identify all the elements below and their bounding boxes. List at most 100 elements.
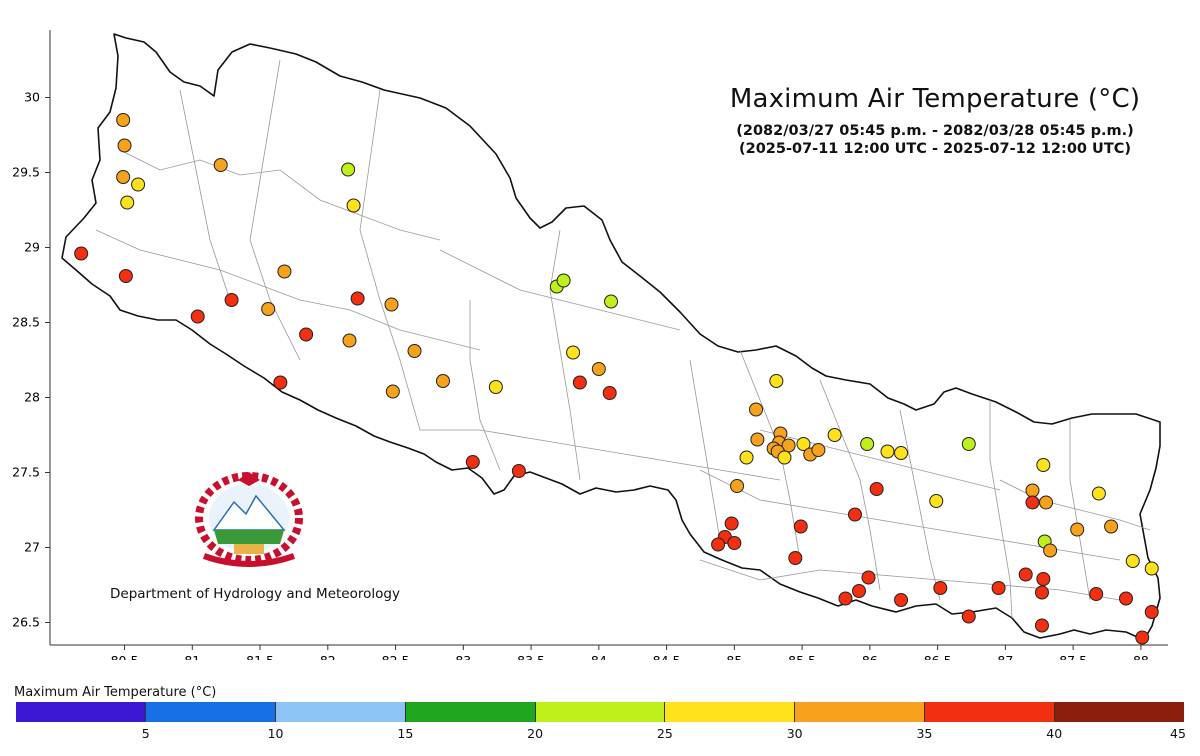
station-point — [838, 591, 853, 606]
y-tick-label: 27 — [24, 540, 40, 555]
station-point — [777, 450, 792, 465]
legend-swatch — [16, 702, 146, 722]
station-point — [1025, 483, 1040, 498]
station-point — [827, 428, 842, 442]
x-tick-label: 84.5 — [653, 653, 681, 660]
station-point — [852, 584, 867, 598]
station-point — [190, 309, 205, 324]
legend-title: Maximum Air Temperature (°C) — [14, 685, 217, 700]
legend-color-bar — [16, 702, 1185, 722]
x-tick-label: 85.5 — [788, 653, 816, 660]
station-point — [1043, 543, 1058, 558]
station-point — [811, 443, 826, 457]
axes — [49, 30, 1168, 646]
station-point — [407, 344, 422, 358]
x-tick-label: 81.5 — [246, 653, 274, 660]
station-point — [727, 536, 742, 550]
x-tick-label: 80.5 — [111, 653, 139, 660]
station-point — [1118, 591, 1133, 606]
legend-tick-label: 10 — [267, 726, 284, 741]
title-block: Maximum Air Temperature (°C) (2082/03/27… — [700, 84, 1170, 158]
station-point — [116, 170, 131, 184]
x-tick-label: 87 — [997, 653, 1013, 660]
legend-swatch — [925, 702, 1056, 722]
station-point — [961, 609, 976, 624]
x-tick-label: 82 — [320, 653, 336, 660]
subtitle-utc-time: (2025-07-11 12:00 UTC - 2025-07-12 12:00… — [739, 141, 1131, 157]
station-point — [929, 494, 944, 508]
station-point — [880, 444, 895, 459]
station-point — [120, 195, 135, 210]
map-title: Maximum Air Temperature (°C) — [729, 84, 1141, 114]
legend-tick-label: 20 — [527, 726, 544, 741]
legend-tick-label: 25 — [656, 726, 673, 741]
station-point — [869, 482, 884, 496]
x-tick-label: 84 — [591, 653, 607, 660]
station-point — [894, 446, 909, 460]
y-tick-label: 27.5 — [12, 465, 40, 480]
station-point — [1091, 486, 1106, 501]
station-point — [261, 302, 276, 316]
x-tick-label: 88 — [1133, 653, 1149, 660]
station-point — [566, 345, 581, 360]
station-point — [793, 519, 808, 534]
station-point — [277, 264, 292, 279]
x-tick-label: 81 — [184, 653, 200, 660]
station-point — [117, 138, 132, 153]
station-point — [511, 464, 526, 478]
legend-swatch — [275, 702, 406, 722]
station-point — [1025, 495, 1040, 510]
station-point — [1036, 458, 1051, 472]
legend-swatch — [535, 702, 666, 722]
x-tick-label: 86 — [862, 653, 878, 660]
station-point — [1144, 561, 1159, 576]
station-point — [1125, 554, 1140, 568]
legend-swatch — [795, 702, 926, 722]
station-point — [860, 437, 875, 451]
x-tick-label: 83 — [455, 653, 471, 660]
station-point — [591, 362, 606, 376]
station-point — [1039, 495, 1054, 510]
station-point — [1104, 519, 1119, 534]
station-point — [933, 581, 948, 595]
x-tick-label: 82.5 — [382, 653, 410, 660]
station-point — [749, 402, 764, 417]
station-point — [1070, 522, 1085, 537]
station-point — [1089, 587, 1104, 601]
legend-swatch — [665, 702, 796, 722]
station-point — [488, 380, 503, 394]
legend-tick-label: 30 — [786, 726, 803, 741]
station-point — [273, 375, 288, 390]
station-point — [861, 570, 876, 585]
x-tick-label: 86.5 — [924, 653, 952, 660]
x-tick-label: 83.5 — [517, 653, 545, 660]
station-point — [604, 294, 619, 309]
station-point — [384, 297, 399, 312]
station-point — [346, 198, 361, 213]
station-point — [847, 507, 862, 522]
station-point — [465, 455, 480, 469]
station-point — [385, 384, 400, 399]
y-tick-label: 30 — [24, 90, 40, 105]
station-point — [350, 291, 365, 306]
station-point — [1144, 605, 1159, 619]
axis-ticks: 80.5 81 81.5 82 82.5 83 83.5 84 84.5 85 85.5 86 86.5… — [12, 90, 1149, 661]
station-point — [961, 437, 976, 451]
station-point — [1135, 630, 1150, 645]
station-point — [991, 581, 1006, 595]
legend-tick-label: 45 — [1170, 726, 1186, 741]
station-point — [118, 269, 133, 283]
station-point — [788, 551, 803, 565]
y-tick-label: 29.5 — [12, 165, 40, 180]
y-tick-label: 29 — [24, 240, 40, 255]
station-point — [750, 432, 765, 447]
station-point — [739, 450, 754, 465]
y-tick-label: 28 — [24, 390, 40, 405]
x-tick-label: 87.5 — [1059, 653, 1087, 660]
station-point — [435, 374, 450, 388]
station-point — [224, 293, 239, 307]
station-point — [299, 327, 314, 342]
station-point — [1036, 572, 1051, 586]
station-point — [724, 516, 739, 531]
station-point — [796, 437, 811, 451]
